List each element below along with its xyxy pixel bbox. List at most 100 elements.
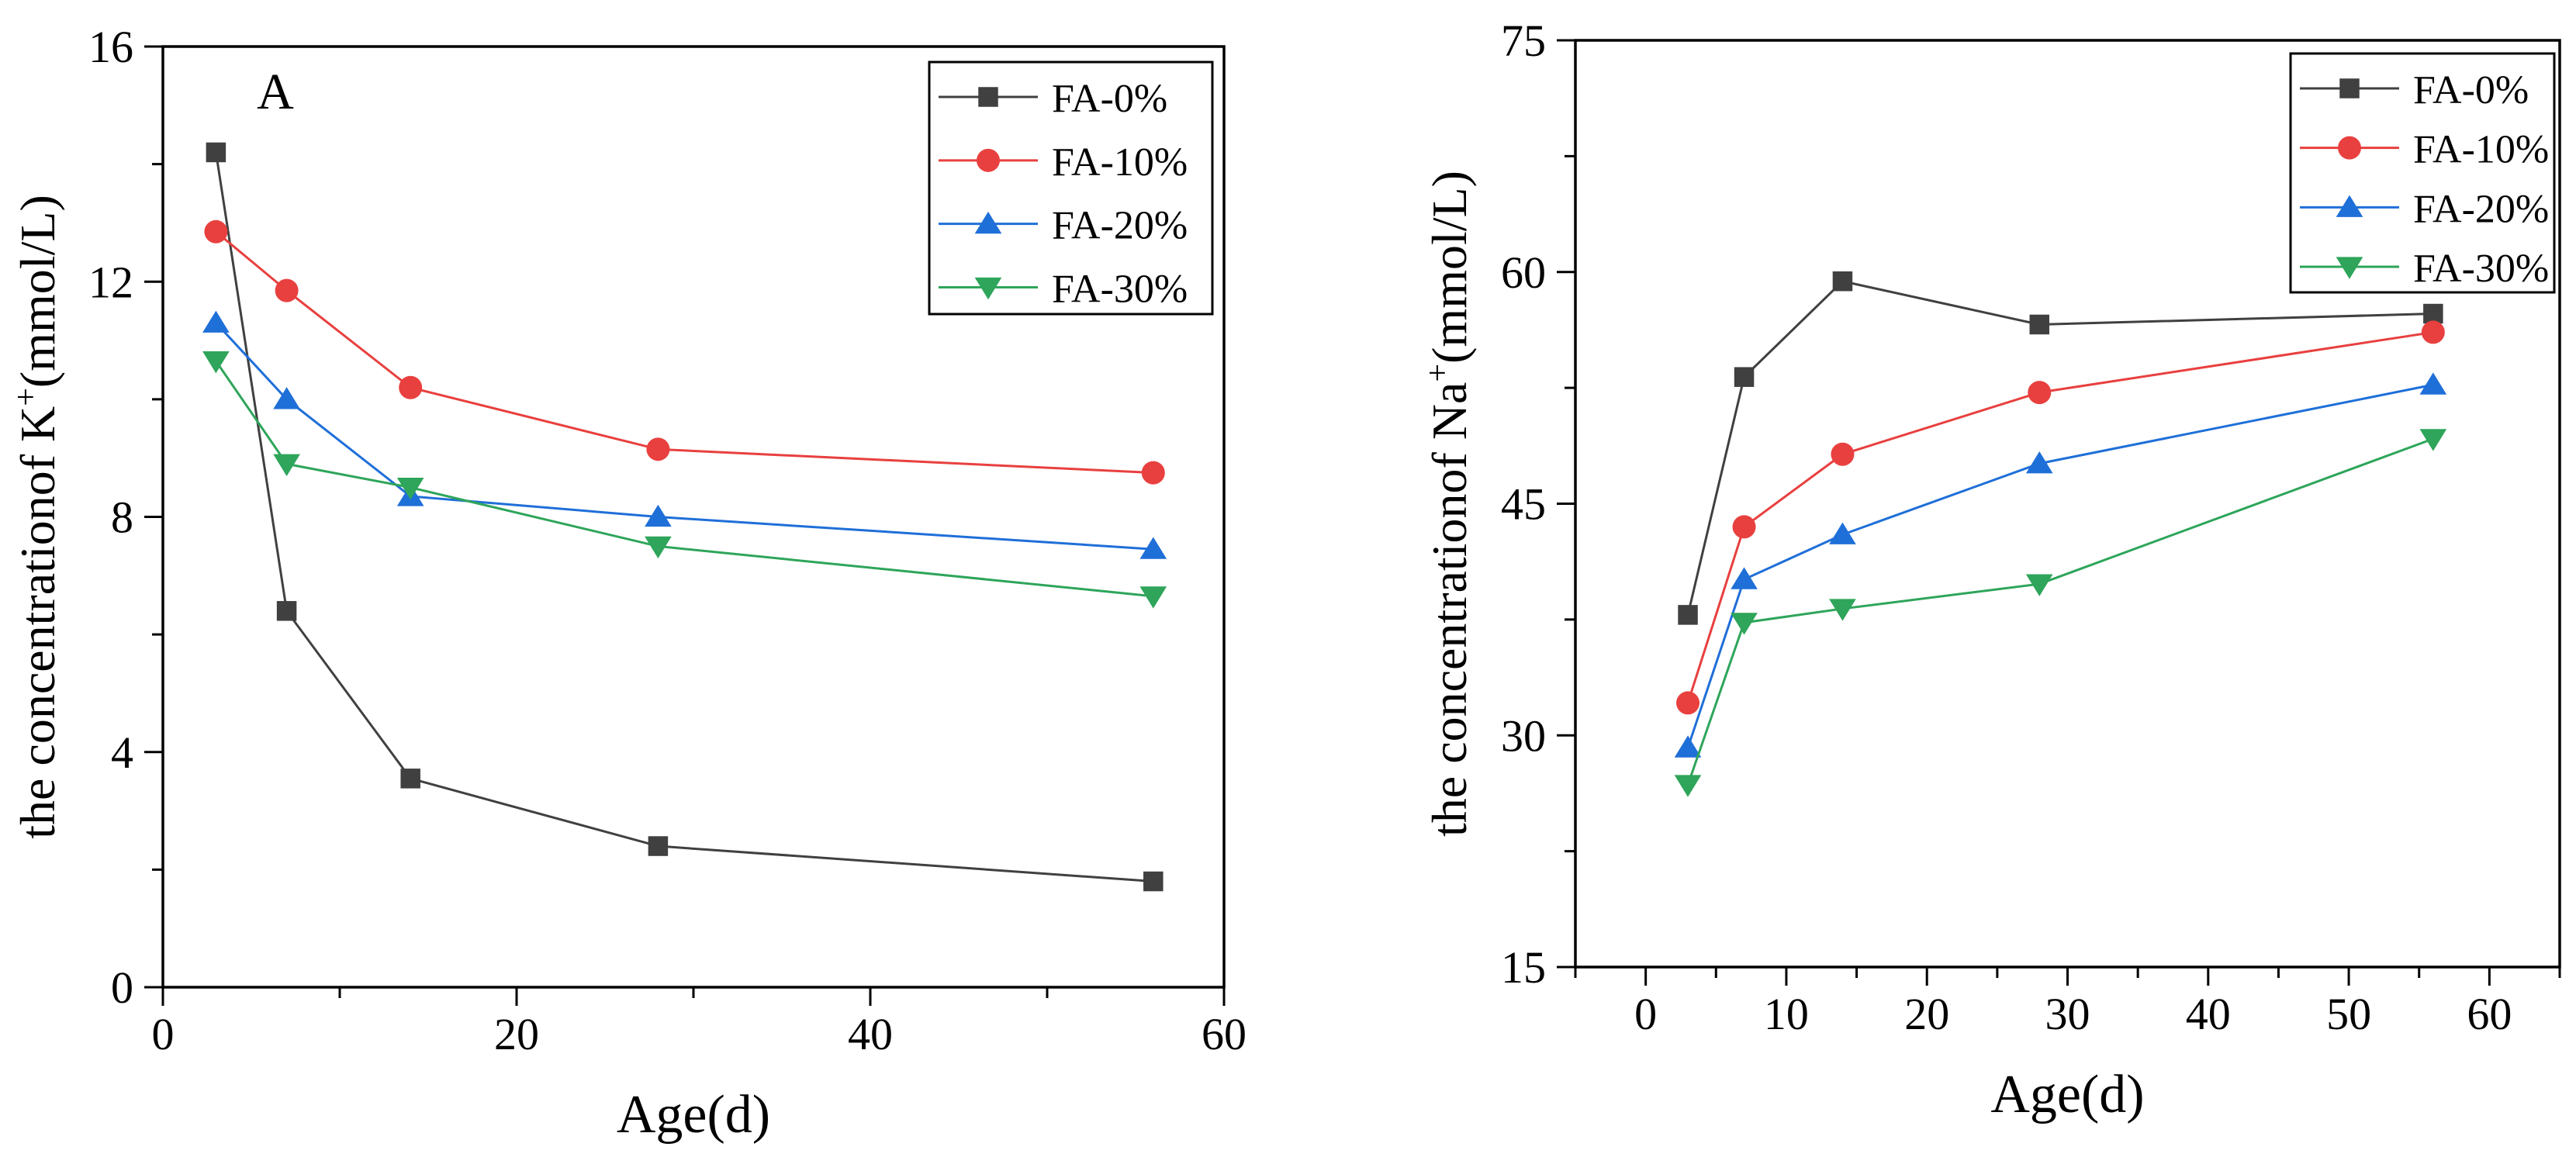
data-point: [645, 536, 672, 559]
series-line: [215, 322, 1153, 551]
data-point: [399, 375, 423, 399]
legend-marker: [978, 87, 998, 107]
x-tick-label: 40: [2186, 989, 2231, 1039]
y-tick-label: 45: [1501, 479, 1546, 530]
y-tick-label: 0: [111, 962, 133, 1013]
data-point: [206, 142, 226, 163]
legend-marker: [2336, 257, 2363, 279]
data-point: [273, 454, 300, 477]
x-tick-label: 30: [2045, 989, 2090, 1039]
series-FA-0%: [1678, 271, 2443, 625]
data-point: [1732, 515, 1756, 539]
y-axis-label-unit: (mmol/L): [1422, 171, 1477, 364]
series-FA-10%: [1676, 320, 2445, 715]
legend-frame: [928, 60, 1214, 316]
data-point: [1731, 567, 1758, 589]
data-point: [400, 769, 420, 789]
data-point: [1678, 605, 1698, 625]
y-axis-label-superscript: +: [9, 388, 44, 406]
x-tick-label: 10: [1764, 989, 1809, 1039]
data-point: [2025, 451, 2053, 474]
legend-label: FA-10%: [1052, 140, 1188, 185]
x-tick-label: 60: [1202, 1009, 1247, 1059]
data-point: [648, 836, 669, 856]
data-point: [1139, 537, 1167, 559]
data-point: [645, 504, 672, 527]
data-point: [276, 601, 297, 621]
y-axis-label-text: the concentrationof Na: [1422, 382, 1477, 837]
legend-label: FA-0%: [2413, 68, 2529, 112]
series-line: [1686, 330, 2434, 703]
y-axis-label-unit: (mmol/L): [10, 195, 65, 388]
x-tick-label: 60: [2467, 989, 2512, 1039]
series-FA-30%: [202, 351, 1167, 609]
x-tick-label: 50: [2326, 989, 2371, 1039]
legend-marker: [974, 277, 1002, 300]
panel-label: A: [257, 64, 294, 120]
data-point: [2028, 381, 2052, 405]
data-point: [202, 351, 230, 374]
x-tick-label: 20: [1904, 989, 1949, 1039]
data-point: [1829, 599, 1856, 621]
legend: FA-0% FA-10% FA-20% FA-30%: [928, 60, 1214, 316]
legend-label: FA-20%: [2413, 187, 2549, 231]
data-point: [2419, 372, 2447, 395]
data-point: [2029, 314, 2049, 335]
x-tick-label: 0: [1634, 989, 1657, 1039]
x-tick-label: 40: [848, 1009, 893, 1059]
data-point: [1832, 271, 1853, 292]
y-tick-label: 15: [1501, 942, 1546, 993]
data-point: [646, 437, 670, 461]
data-point: [1674, 775, 1702, 797]
series-line: [1686, 437, 2434, 786]
y-tick-label: 12: [88, 257, 133, 307]
y-tick-label: 30: [1501, 710, 1546, 761]
data-point: [273, 387, 300, 409]
x-axis-label: Age(d): [617, 1085, 770, 1145]
legend-marker: [977, 148, 1000, 172]
legend-label: FA-30%: [1052, 267, 1188, 311]
data-point: [204, 219, 228, 244]
data-point: [2421, 320, 2445, 344]
legend-marker: [2338, 136, 2361, 160]
chart-right: 0 10 20 30 40 50 60 15 30 45 60 75 Age(d) the concent…: [1420, 16, 2561, 1124]
legend-frame: [2289, 52, 2556, 294]
y-tick-label: 75: [1501, 16, 1546, 66]
series-FA-20%: [202, 310, 1167, 559]
y-tick-label: 16: [88, 22, 133, 72]
y-tick-label: 4: [111, 727, 133, 778]
data-point: [2423, 303, 2443, 324]
y-axis-label-text: the concentrationof K: [10, 406, 65, 839]
legend: FA-0% FA-10% FA-20% FA-30%: [2289, 52, 2556, 294]
y-axis-label: the concentrationof K+(mmol/L): [9, 195, 65, 839]
series-line: [1686, 383, 2434, 748]
data-point: [275, 278, 299, 302]
data-point: [1676, 691, 1700, 715]
data-point: [1139, 586, 1167, 609]
data-point: [1141, 461, 1165, 485]
y-tick-label: 60: [1501, 247, 1546, 298]
data-point: [1731, 613, 1758, 635]
data-point: [1831, 442, 1855, 466]
y-axis-label: the concentrationof Na+(mmol/L): [1420, 171, 1477, 837]
series-line: [1686, 280, 2433, 616]
series-FA-0%: [206, 142, 1164, 892]
data-point: [2419, 429, 2447, 451]
series-FA-30%: [1674, 429, 2447, 797]
legend-marker: [2336, 195, 2363, 217]
data-point: [1674, 735, 1702, 758]
legend-label: FA-30%: [2413, 247, 2549, 291]
series-line: [215, 360, 1153, 598]
x-tick-label: 0: [152, 1009, 175, 1059]
data-point: [1143, 871, 1164, 892]
data-point: [1734, 367, 1755, 387]
data-point: [1829, 522, 1856, 544]
legend-marker: [2339, 78, 2360, 98]
x-axis-label: Age(d): [1990, 1065, 2144, 1124]
data-point: [202, 310, 230, 333]
y-tick-label: 8: [111, 492, 133, 543]
legend-marker: [974, 211, 1002, 234]
legend-label: FA-0%: [1052, 77, 1167, 121]
